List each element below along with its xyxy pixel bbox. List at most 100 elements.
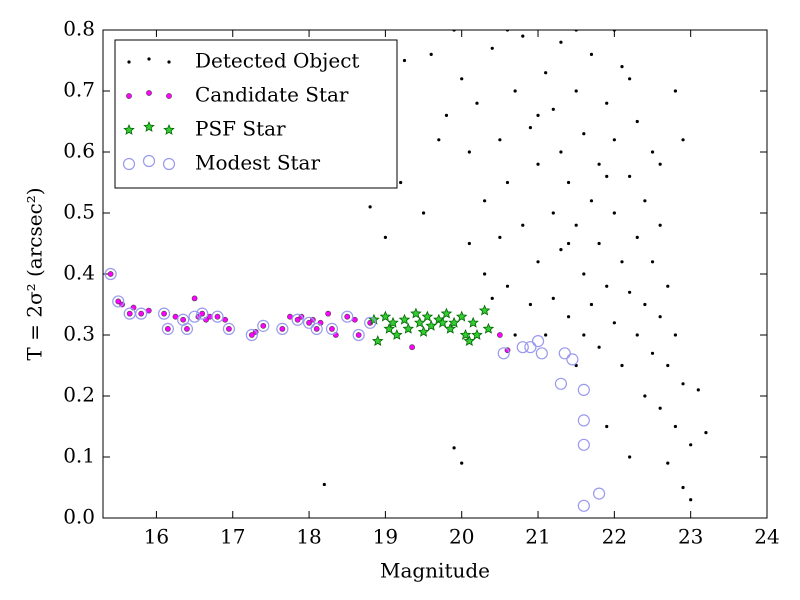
modest-point xyxy=(291,313,304,326)
detected-point xyxy=(467,241,471,246)
psf-point xyxy=(379,310,392,322)
detected-point xyxy=(505,180,510,185)
detected-point xyxy=(666,461,670,465)
candidate-point xyxy=(161,310,167,317)
detected-point xyxy=(658,315,662,319)
detected-point xyxy=(658,162,662,166)
candidate-point xyxy=(107,271,114,277)
candidate-point xyxy=(126,93,132,99)
detected-point xyxy=(513,89,517,93)
detected-point xyxy=(483,199,487,203)
modest-point xyxy=(577,438,590,451)
candidate-point xyxy=(146,90,152,96)
candidate-point xyxy=(496,332,503,338)
detected-point xyxy=(490,46,494,50)
detected-point xyxy=(612,138,616,142)
detected-point xyxy=(544,71,548,75)
modest-point xyxy=(554,377,568,390)
candidate-point xyxy=(306,319,312,326)
psf-point xyxy=(372,335,384,346)
modest-point xyxy=(211,310,224,323)
detected-point xyxy=(589,199,594,203)
detected-point xyxy=(605,174,609,178)
detected-point xyxy=(589,52,594,57)
x-tick-label: 17 xyxy=(220,525,245,549)
modest-point xyxy=(188,310,201,323)
modest-point xyxy=(180,322,194,335)
x-tick-label: 19 xyxy=(373,525,398,549)
detected-point xyxy=(402,58,407,63)
x-tick-label: 24 xyxy=(754,525,779,549)
detected-point xyxy=(681,382,685,386)
detected-point xyxy=(490,296,494,300)
candidate-point xyxy=(180,316,187,323)
detected-point xyxy=(666,363,670,368)
candidate-point xyxy=(226,325,232,332)
modest-point xyxy=(535,347,548,360)
psf-point xyxy=(123,123,135,135)
candidate-point xyxy=(294,316,301,323)
psf-point xyxy=(467,316,479,328)
detected-point xyxy=(643,394,647,398)
detected-point xyxy=(673,89,678,93)
detected-point xyxy=(681,138,685,142)
candidate-point xyxy=(248,332,255,338)
psf-point xyxy=(402,322,415,334)
psf-point xyxy=(471,328,483,340)
detected-point xyxy=(498,235,502,239)
legend-box xyxy=(114,39,398,189)
detected-point xyxy=(582,333,586,337)
y-tick-label: 0.2 xyxy=(63,383,95,407)
psf-point xyxy=(410,307,422,319)
legend-label: Candidate Star xyxy=(195,83,349,107)
detected-point xyxy=(658,406,662,410)
detected-point xyxy=(666,284,670,288)
detected-point xyxy=(673,333,678,337)
psf-point xyxy=(436,316,449,328)
detected-point xyxy=(650,150,655,154)
plot-area xyxy=(104,30,708,512)
y-axis-label: T = 2σ² (arcsec²) xyxy=(23,187,47,360)
detected-point xyxy=(566,180,571,185)
candidate-point xyxy=(344,313,351,320)
detected-point xyxy=(467,150,471,154)
y-tick-label: 0.8 xyxy=(63,17,95,41)
candidate-point xyxy=(279,325,286,332)
modest-point xyxy=(341,310,354,323)
detected-point xyxy=(612,321,616,325)
psf-point xyxy=(163,123,175,135)
psf-point xyxy=(417,325,430,337)
candidate-point xyxy=(325,310,332,317)
modest-point xyxy=(325,322,339,335)
detected-point xyxy=(528,302,533,307)
detected-point xyxy=(544,333,548,337)
detected-point xyxy=(421,211,426,215)
detected-point xyxy=(681,485,685,490)
detected-point xyxy=(597,241,601,246)
detected-point xyxy=(559,40,563,44)
psf-point xyxy=(463,335,476,346)
legend-label: PSF Star xyxy=(195,117,286,141)
modest-point xyxy=(142,154,156,168)
detected-point xyxy=(689,443,693,447)
modest-point xyxy=(245,328,258,342)
psf-point xyxy=(143,120,155,132)
detected-point xyxy=(322,482,326,487)
modest-point xyxy=(577,499,590,512)
modest-point xyxy=(592,487,606,500)
modest-point xyxy=(112,295,125,308)
x-tick-label: 20 xyxy=(449,525,474,549)
psf-point xyxy=(398,313,411,325)
modest-point xyxy=(558,347,571,360)
modest-point xyxy=(497,347,510,360)
detected-point xyxy=(559,248,563,252)
psf-point xyxy=(440,307,453,319)
modest-point xyxy=(122,157,136,171)
modest-point xyxy=(104,267,117,281)
candidate-point xyxy=(260,322,267,329)
detected-point xyxy=(551,296,555,300)
detected-point xyxy=(452,446,456,450)
x-tick-label: 18 xyxy=(296,525,321,549)
x-axis-label: Magnitude xyxy=(380,559,490,583)
